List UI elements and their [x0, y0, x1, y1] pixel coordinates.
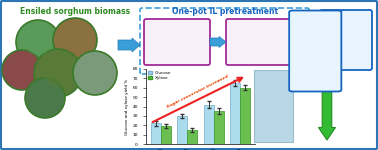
Text: Sugar conversion increased: Sugar conversion increased	[166, 74, 229, 109]
Bar	[161, 126, 170, 144]
Bar	[230, 83, 240, 144]
FancyBboxPatch shape	[226, 19, 302, 65]
FancyBboxPatch shape	[262, 81, 284, 134]
Text: Cost
&
GHG: Cost & GHG	[306, 33, 325, 63]
Circle shape	[33, 86, 57, 110]
Bar	[214, 111, 224, 144]
Bar	[240, 88, 250, 144]
Text: One-pot IL pretreatment: One-pot IL pretreatment	[172, 7, 278, 16]
Circle shape	[25, 29, 51, 55]
Circle shape	[43, 59, 73, 87]
Bar	[177, 116, 187, 144]
FancyArrow shape	[302, 35, 320, 49]
Circle shape	[34, 49, 82, 97]
Circle shape	[25, 78, 65, 118]
Text: Biofuels
&
Biomaterials: Biofuels & Biomaterials	[320, 30, 372, 50]
FancyArrow shape	[318, 92, 336, 140]
FancyArrow shape	[210, 36, 226, 48]
Circle shape	[10, 58, 34, 82]
Y-axis label: Glucose and xylose yield %: Glucose and xylose yield %	[125, 78, 130, 135]
Text: Enzymatic
hydrolysis: Enzymatic hydrolysis	[242, 32, 286, 52]
Circle shape	[2, 50, 42, 90]
Circle shape	[73, 51, 117, 95]
Circle shape	[16, 20, 60, 64]
Text: Pretreatment: Pretreatment	[148, 38, 206, 46]
Circle shape	[53, 18, 97, 62]
Text: Ensiled sorghum biomass: Ensiled sorghum biomass	[20, 7, 130, 16]
Legend: Glucose, Xylose: Glucose, Xylose	[148, 71, 172, 80]
FancyBboxPatch shape	[144, 19, 210, 65]
Circle shape	[62, 27, 88, 53]
Bar	[203, 105, 214, 144]
Bar	[187, 130, 197, 144]
FancyArrow shape	[118, 38, 140, 52]
Bar	[150, 123, 161, 144]
FancyBboxPatch shape	[320, 10, 372, 70]
Circle shape	[82, 60, 108, 86]
